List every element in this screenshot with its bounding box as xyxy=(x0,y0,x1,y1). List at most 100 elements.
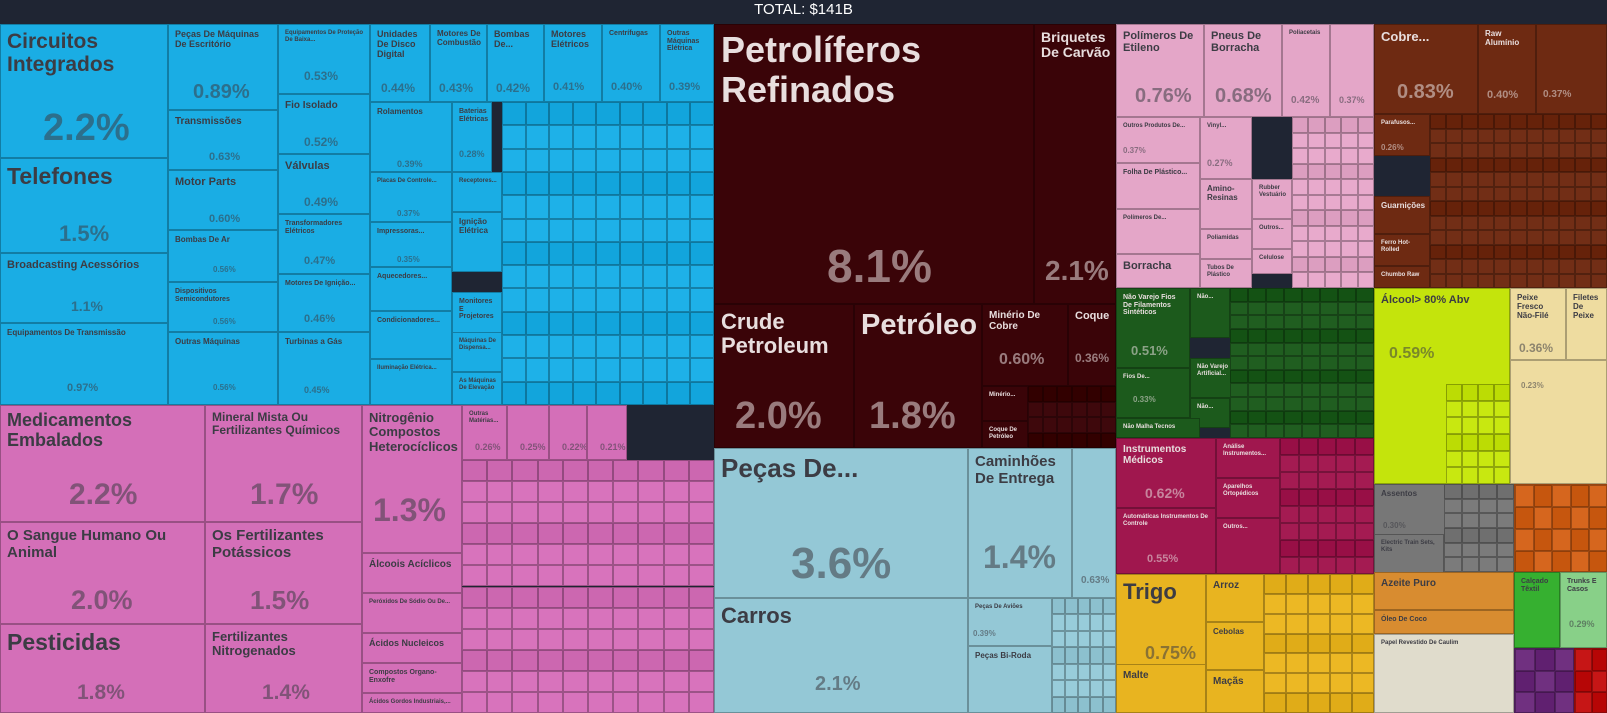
cell-share: 3.6% xyxy=(791,539,892,588)
treemap-subcell xyxy=(525,335,550,359)
treemap-subcell xyxy=(1284,342,1302,357)
treemap-cell-rubber-vestuario: Rubber Vestuário xyxy=(1252,179,1292,219)
treemap-subcell xyxy=(613,649,639,671)
treemap-subcell xyxy=(1266,410,1284,425)
treemap-subcell xyxy=(643,102,667,126)
treemap-subcell xyxy=(666,218,691,242)
cell-label: Azeite Puro xyxy=(1381,578,1437,589)
treemap-subcell xyxy=(1515,649,1535,671)
treemap-subcell xyxy=(1461,498,1479,514)
treemap-subcell xyxy=(1478,450,1494,468)
cell-label: Centrífugas xyxy=(609,30,648,37)
cell-share: 1.5% xyxy=(250,585,310,615)
treemap-subcell xyxy=(1430,143,1447,158)
treemap-subcell xyxy=(1292,194,1309,211)
cell-share: 0.21% xyxy=(600,442,626,452)
treemap-subcell xyxy=(688,607,714,629)
treemap-subcell xyxy=(1324,117,1342,133)
treemap-subcell xyxy=(1324,194,1342,211)
treemap-subcell xyxy=(1356,356,1374,370)
cell-share: 0.59% xyxy=(1389,345,1435,362)
cell-share: 1.5% xyxy=(59,221,110,246)
treemap-subcell xyxy=(1264,593,1286,614)
treemap-subcell xyxy=(1352,673,1374,694)
treemap-subcell xyxy=(1302,356,1320,370)
treemap-cell-guarnicoes: Guarnições xyxy=(1374,196,1430,234)
treemap-subcell xyxy=(638,628,664,650)
treemap-subcell xyxy=(1284,356,1302,370)
cell-share: 0.40% xyxy=(611,81,643,93)
treemap-subcell xyxy=(1510,259,1527,274)
treemap-subcell xyxy=(1478,230,1495,245)
cell-share: 0.22% xyxy=(562,442,587,452)
treemap-subcell xyxy=(462,481,488,503)
treemap-subcell xyxy=(1526,215,1543,230)
treemap-cell-outras-materias: Outras Matérias... 0.26% xyxy=(462,405,507,460)
cell-label: Trigo xyxy=(1123,579,1177,604)
treemap-subcell xyxy=(613,502,639,524)
treemap-subcell xyxy=(1286,693,1308,713)
treemap-subcell xyxy=(688,691,714,713)
treemap-subcell xyxy=(1330,613,1352,634)
treemap-subcell xyxy=(1356,410,1374,425)
treemap-subcell xyxy=(502,335,526,359)
treemap-subcell xyxy=(688,649,714,671)
treemap-subcell xyxy=(487,586,513,608)
treemap-subcell xyxy=(643,265,667,289)
treemap-subcell xyxy=(1230,369,1248,384)
treemap-subcell xyxy=(1589,529,1606,551)
treemap-subcell xyxy=(1264,693,1286,713)
treemap-subcell xyxy=(1558,186,1575,201)
treemap-subcell xyxy=(1248,328,1266,343)
treemap-subcell xyxy=(1308,272,1325,288)
treemap-subcell xyxy=(1317,540,1337,557)
treemap-subcell xyxy=(572,288,597,312)
cell-share: 1.4% xyxy=(983,539,1056,575)
treemap-subcell xyxy=(1064,663,1078,681)
treemap-subcell xyxy=(638,607,664,629)
treemap-subcell xyxy=(1284,301,1302,316)
cell-label: Amino-Resinas xyxy=(1207,184,1238,202)
treemap-cell-carros: Carros 2.1% xyxy=(714,598,968,713)
treemap-subcell xyxy=(1479,557,1497,572)
treemap-subcell xyxy=(1336,540,1356,557)
cell-label: Carros xyxy=(721,603,792,628)
treemap-subcell xyxy=(613,691,639,713)
treemap-subcell xyxy=(1248,356,1266,370)
cell-label: Ferro Hot-Rolled xyxy=(1381,240,1410,253)
cell-share: 0.60% xyxy=(999,351,1045,368)
treemap-subcell xyxy=(487,544,513,566)
treemap-cell-analise-instrumentos: Análise Instrumentos... xyxy=(1216,438,1280,478)
treemap-cell-peroxidos-de-sodio-ou-de: Peróxidos De Sódio Ou De... xyxy=(362,593,462,633)
treemap-subcell xyxy=(588,481,614,503)
treemap-subcell xyxy=(619,335,644,359)
treemap-subcell xyxy=(1284,424,1302,438)
treemap-subcell xyxy=(638,460,664,482)
cell-share: 2.2% xyxy=(69,478,138,511)
treemap-cell-as-maquinas-de-elevacao: As Máquinas De Elevação xyxy=(452,372,502,405)
treemap-subcell xyxy=(1248,397,1266,411)
treemap-subcell xyxy=(1462,157,1479,172)
treemap-cell-fio-isolado: Fio Isolado 0.52% xyxy=(278,94,370,154)
treemap-subcell xyxy=(619,265,644,289)
treemap-subcell xyxy=(1308,163,1325,180)
treemap-cell-centrifugas: Centrífugas 0.40% xyxy=(602,24,660,102)
treemap-subcell xyxy=(1341,272,1358,288)
treemap-cell-petroliferos-refinados: Petrolíferos Refinados 8.1% xyxy=(714,24,1034,304)
treemap-subcell xyxy=(619,381,644,405)
treemap-cell-petroleo: Petróleo 1.8% xyxy=(854,304,982,448)
treemap-subcell xyxy=(502,218,526,242)
treemap-subcell xyxy=(663,607,689,629)
treemap-subcell xyxy=(1317,438,1337,455)
treemap-cell-cobre: Cobre... 0.83% xyxy=(1374,24,1478,114)
treemap-subcell xyxy=(1478,434,1494,451)
cell-share: 0.52% xyxy=(304,135,339,149)
treemap-subcell xyxy=(1574,157,1591,172)
treemap-subcell xyxy=(619,218,644,242)
cell-label: Iluminação Elétrica... xyxy=(377,365,437,371)
treemap-subcell xyxy=(1230,342,1248,357)
treemap-subcell xyxy=(638,502,664,524)
treemap-subcell xyxy=(1356,424,1374,438)
treemap-subcell xyxy=(643,218,667,242)
treemap-subcell xyxy=(487,607,513,629)
